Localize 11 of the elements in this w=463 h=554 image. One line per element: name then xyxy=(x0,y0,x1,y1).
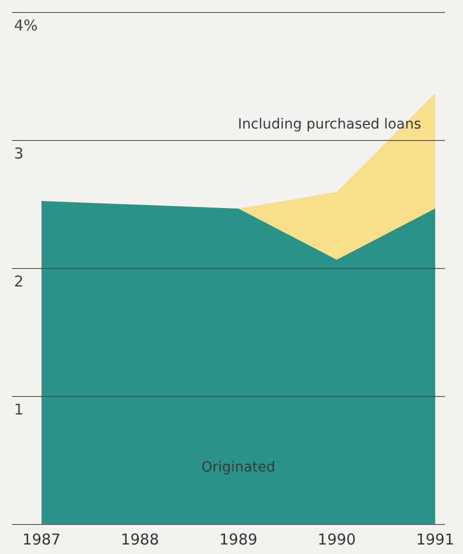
x-tick-label: 1991 xyxy=(416,530,454,548)
series-label: Including purchased loans xyxy=(238,116,422,133)
x-tick-label: 1989 xyxy=(219,530,258,548)
series-label: Originated xyxy=(201,460,276,476)
y-tick-label: 1 xyxy=(14,400,24,418)
x-tick-label: 1988 xyxy=(120,530,160,548)
y-tick-label: 3 xyxy=(14,144,24,162)
y-tick-label: 4% xyxy=(14,16,38,34)
y-tick-label: 2 xyxy=(14,272,24,290)
x-tick-label: 1990 xyxy=(318,530,356,548)
x-tick-label: 1987 xyxy=(22,530,61,548)
